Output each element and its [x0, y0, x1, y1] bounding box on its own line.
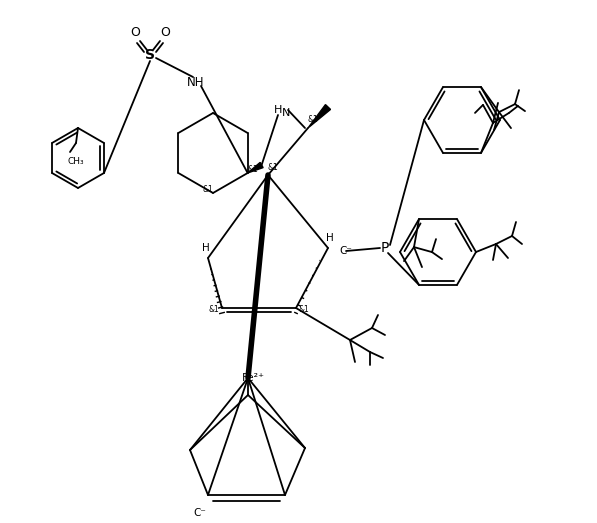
Text: N: N [282, 108, 290, 118]
Text: H: H [274, 105, 282, 115]
Polygon shape [248, 163, 263, 173]
Text: C⁻: C⁻ [193, 508, 207, 518]
Polygon shape [308, 105, 331, 128]
Text: Fe²⁺: Fe²⁺ [242, 373, 264, 383]
Text: &1: &1 [267, 163, 278, 172]
Text: NH: NH [187, 75, 205, 88]
Text: H: H [326, 233, 334, 243]
Text: &1: &1 [202, 186, 213, 195]
Text: CH₃: CH₃ [67, 156, 84, 165]
Text: &1: &1 [307, 116, 318, 124]
Text: &1: &1 [208, 305, 219, 314]
Text: C⁻: C⁻ [340, 246, 352, 256]
Text: P: P [381, 241, 389, 255]
Text: S: S [145, 48, 155, 62]
Text: O: O [160, 27, 170, 40]
Text: &1: &1 [298, 305, 309, 314]
Text: H: H [202, 243, 210, 253]
Text: &1: &1 [247, 165, 258, 175]
Text: O: O [130, 27, 140, 40]
